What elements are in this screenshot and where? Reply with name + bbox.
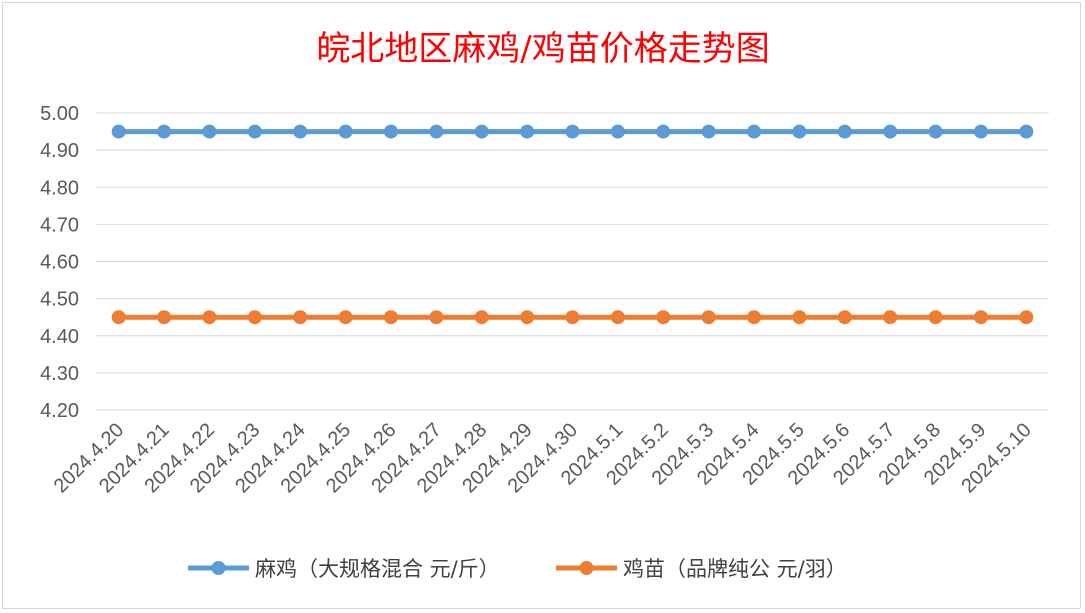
data-point: [157, 124, 172, 139]
legend-label: 鸡苗（品牌纯公 元/羽）: [623, 557, 847, 581]
data-point: [747, 310, 762, 325]
line-chart: 皖北地区麻鸡/鸡苗价格走势图 4.204.304.404.504.604.704…: [40, 29, 1049, 581]
series-1: [111, 124, 1034, 139]
data-point: [111, 310, 126, 325]
data-point: [1019, 310, 1034, 325]
y-tick-label: 4.60: [40, 252, 79, 274]
data-point: [701, 310, 716, 325]
data-point: [792, 310, 807, 325]
y-tick-label: 4.40: [40, 326, 79, 348]
y-tick-label: 4.80: [40, 177, 79, 199]
series-2: [111, 310, 1034, 325]
data-point: [1019, 124, 1034, 139]
legend: 麻鸡（大规格混合 元/斤） 鸡苗（品牌纯公 元/羽）: [188, 557, 847, 581]
y-axis-ticks: 4.20 4.30 4.40 4.50 4.60 4.70 4.80 4.90 5.00: [40, 103, 79, 422]
data-point: [883, 310, 898, 325]
data-point: [474, 310, 489, 325]
data-point: [973, 310, 988, 325]
data-point: [383, 310, 398, 325]
data-point: [383, 124, 398, 139]
y-tick-label: 4.20: [40, 400, 79, 422]
data-point: [610, 310, 625, 325]
chart-title: 皖北地区麻鸡/鸡苗价格走势图: [316, 29, 769, 69]
data-point: [202, 310, 217, 325]
data-point: [520, 124, 535, 139]
data-point: [883, 124, 898, 139]
data-point: [837, 310, 852, 325]
legend-item-1: 麻鸡（大规格混合 元/斤）: [188, 557, 500, 581]
data-point: [338, 310, 353, 325]
data-point: [701, 124, 716, 139]
legend-marker: [211, 561, 226, 575]
data-point: [520, 310, 535, 325]
data-point: [474, 124, 489, 139]
data-point: [247, 310, 262, 325]
grid: [96, 112, 1049, 411]
data-point: [202, 124, 217, 139]
legend-item-2: 鸡苗（品牌纯公 元/羽）: [556, 557, 847, 581]
data-point: [293, 310, 308, 325]
data-point: [338, 124, 353, 139]
data-point: [429, 124, 444, 139]
data-point: [111, 124, 126, 139]
y-tick-label: 4.30: [40, 363, 79, 385]
y-tick-label: 4.50: [40, 289, 79, 311]
legend-marker: [579, 561, 594, 575]
x-axis-ticks: 2024.4.202024.4.212024.4.222024.4.232024…: [50, 419, 1036, 497]
y-tick-label: 5.00: [40, 103, 79, 125]
data-point: [610, 124, 625, 139]
data-point: [247, 124, 262, 139]
series-layer: [111, 124, 1034, 325]
data-point: [837, 124, 852, 139]
data-point: [656, 310, 671, 325]
legend-label: 麻鸡（大规格混合 元/斤）: [255, 557, 500, 581]
data-point: [656, 124, 671, 139]
y-tick-label: 4.90: [40, 140, 79, 162]
data-point: [747, 124, 762, 139]
data-point: [293, 124, 308, 139]
data-point: [973, 124, 988, 139]
data-point: [429, 310, 444, 325]
data-point: [565, 124, 580, 139]
data-point: [928, 124, 943, 139]
data-point: [157, 310, 172, 325]
y-tick-label: 4.70: [40, 214, 79, 236]
data-point: [792, 124, 807, 139]
data-point: [928, 310, 943, 325]
data-point: [565, 310, 580, 325]
